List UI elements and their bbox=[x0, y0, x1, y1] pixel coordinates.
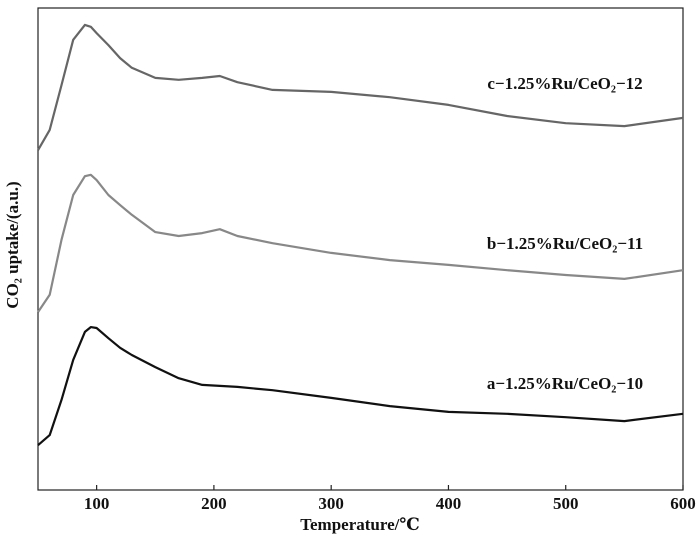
x-axis-label: Temperature/℃ bbox=[300, 515, 420, 534]
x-tick-label: 100 bbox=[84, 494, 110, 513]
y-axis-label: CO₂ uptake/(a.u.) bbox=[3, 181, 22, 308]
series-label: c−1.25%Ru/CeO₂−12 bbox=[487, 74, 642, 93]
series-label: b−1.25%Ru/CeO₂−11 bbox=[487, 234, 643, 253]
x-tick-label: 600 bbox=[670, 494, 696, 513]
series-line bbox=[37, 326, 684, 447]
series-line bbox=[37, 23, 684, 151]
plot-frame bbox=[37, 7, 684, 491]
x-tick-label: 400 bbox=[436, 494, 462, 513]
x-tick-label: 200 bbox=[201, 494, 227, 513]
x-tick-label: 500 bbox=[553, 494, 579, 513]
series-line bbox=[37, 173, 684, 313]
x-tick-label: 300 bbox=[318, 494, 344, 513]
series-label: a−1.25%Ru/CeO₂−10 bbox=[487, 374, 643, 393]
